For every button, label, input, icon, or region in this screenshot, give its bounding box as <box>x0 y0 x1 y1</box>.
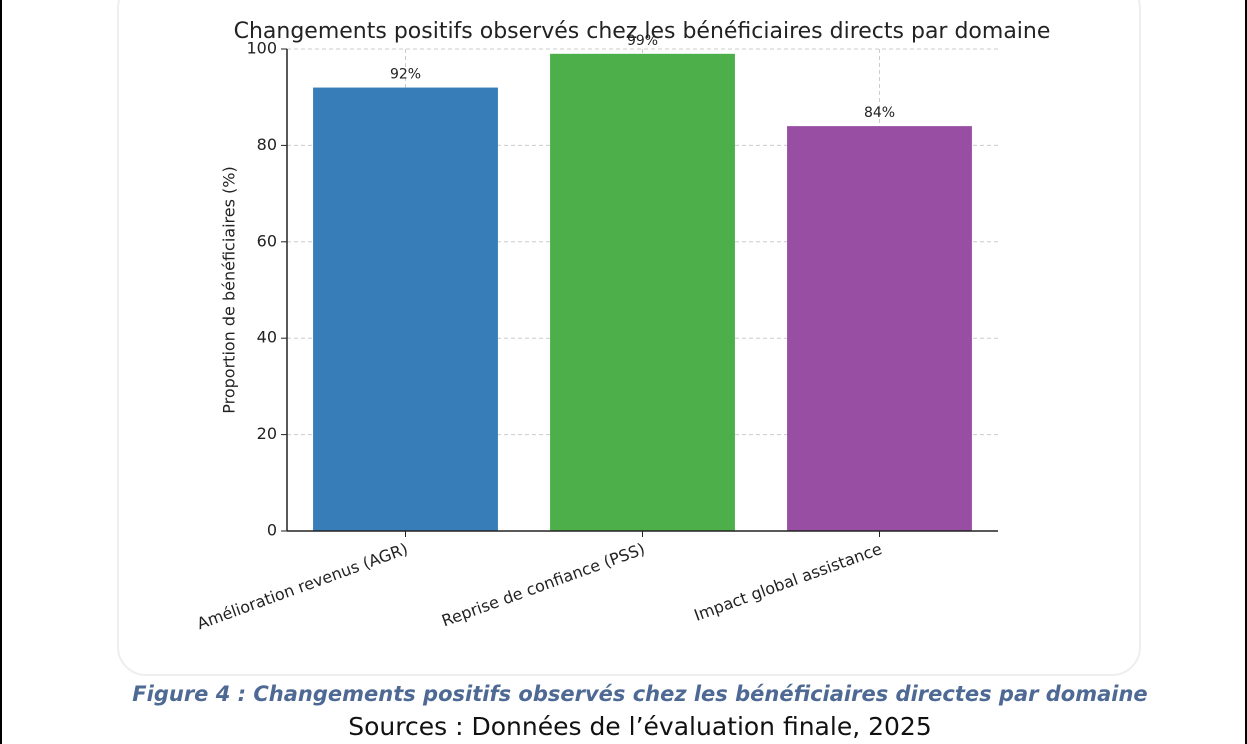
data-label: 99% <box>627 33 658 49</box>
y-tick-label: 100 <box>246 39 277 58</box>
data-label: 84% <box>864 105 895 121</box>
y-tick-label: 20 <box>257 424 277 443</box>
x-tick-label: Amélioration revenus (AGR) <box>194 539 410 633</box>
y-tick-label: 60 <box>257 231 277 250</box>
y-tick-label: 0 <box>267 521 277 540</box>
y-tick-label: 80 <box>257 135 277 154</box>
bar <box>313 87 498 531</box>
source-note: Sources : Données de l’évaluation finale… <box>348 712 931 741</box>
y-axis-label: Proportion de bénéficiaires (%) <box>220 166 239 413</box>
figure-caption: Figure 4 : Changements positifs observés… <box>132 682 1147 706</box>
y-tick-label: 40 <box>257 328 277 347</box>
chart-title: Changements positifs observés chez les b… <box>234 19 1051 44</box>
bar <box>550 53 735 531</box>
chart-frame <box>117 0 1141 676</box>
x-tick-label: Impact global assistance <box>691 539 884 625</box>
bar <box>787 126 972 532</box>
x-tick-label: Reprise de confiance (PSS) <box>439 539 647 630</box>
data-label: 92% <box>390 67 421 83</box>
